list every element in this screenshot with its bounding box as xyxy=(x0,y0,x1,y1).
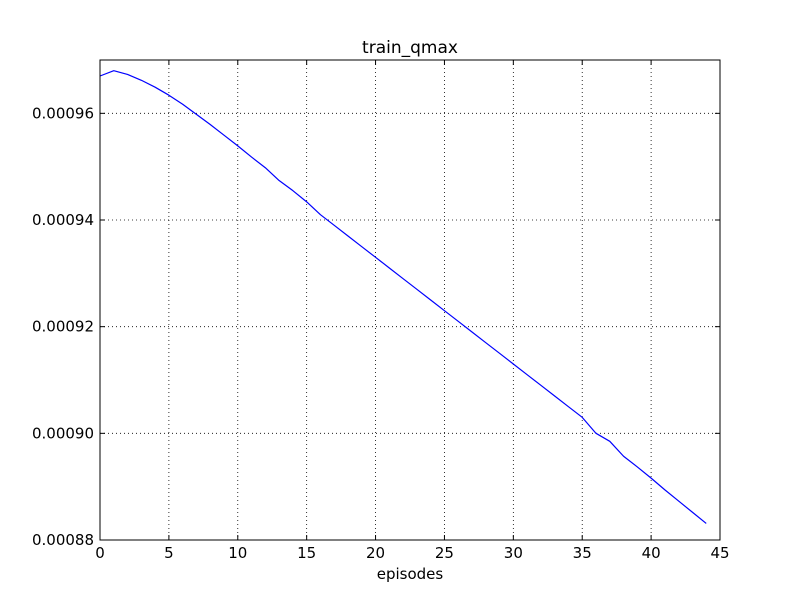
x-tick-label: 25 xyxy=(435,544,454,562)
x-tick-label: 15 xyxy=(297,544,316,562)
ticks xyxy=(99,60,721,541)
x-tick-label: 45 xyxy=(710,544,729,562)
series-layer xyxy=(99,70,707,524)
chart-title: train_qmax xyxy=(362,38,458,58)
y-tick-label: 0.00096 xyxy=(32,104,94,122)
y-tick-label: 0.00094 xyxy=(32,211,94,229)
y-tick-label: 0.00090 xyxy=(32,424,94,442)
x-tick-label: 0 xyxy=(95,544,105,562)
y-tick-label: 0.00088 xyxy=(32,531,94,549)
grid xyxy=(100,60,720,540)
x-axis-label: episodes xyxy=(377,565,444,583)
x-tick-label: 35 xyxy=(573,544,592,562)
plot-frame xyxy=(99,59,721,541)
x-tick-labels: 0 5 10 15 20 25 30 35 40 45 xyxy=(95,544,729,562)
x-tick-label: 10 xyxy=(228,544,247,562)
x-tick-label: 40 xyxy=(642,544,661,562)
x-tick-label: 20 xyxy=(366,544,385,562)
series-line xyxy=(99,70,707,524)
x-tick-label: 30 xyxy=(504,544,523,562)
x-tick-label: 5 xyxy=(164,544,174,562)
y-tick-labels: 0.00088 0.00090 0.00092 0.00094 0.00096 xyxy=(32,104,94,549)
y-tick-label: 0.00092 xyxy=(32,318,94,336)
